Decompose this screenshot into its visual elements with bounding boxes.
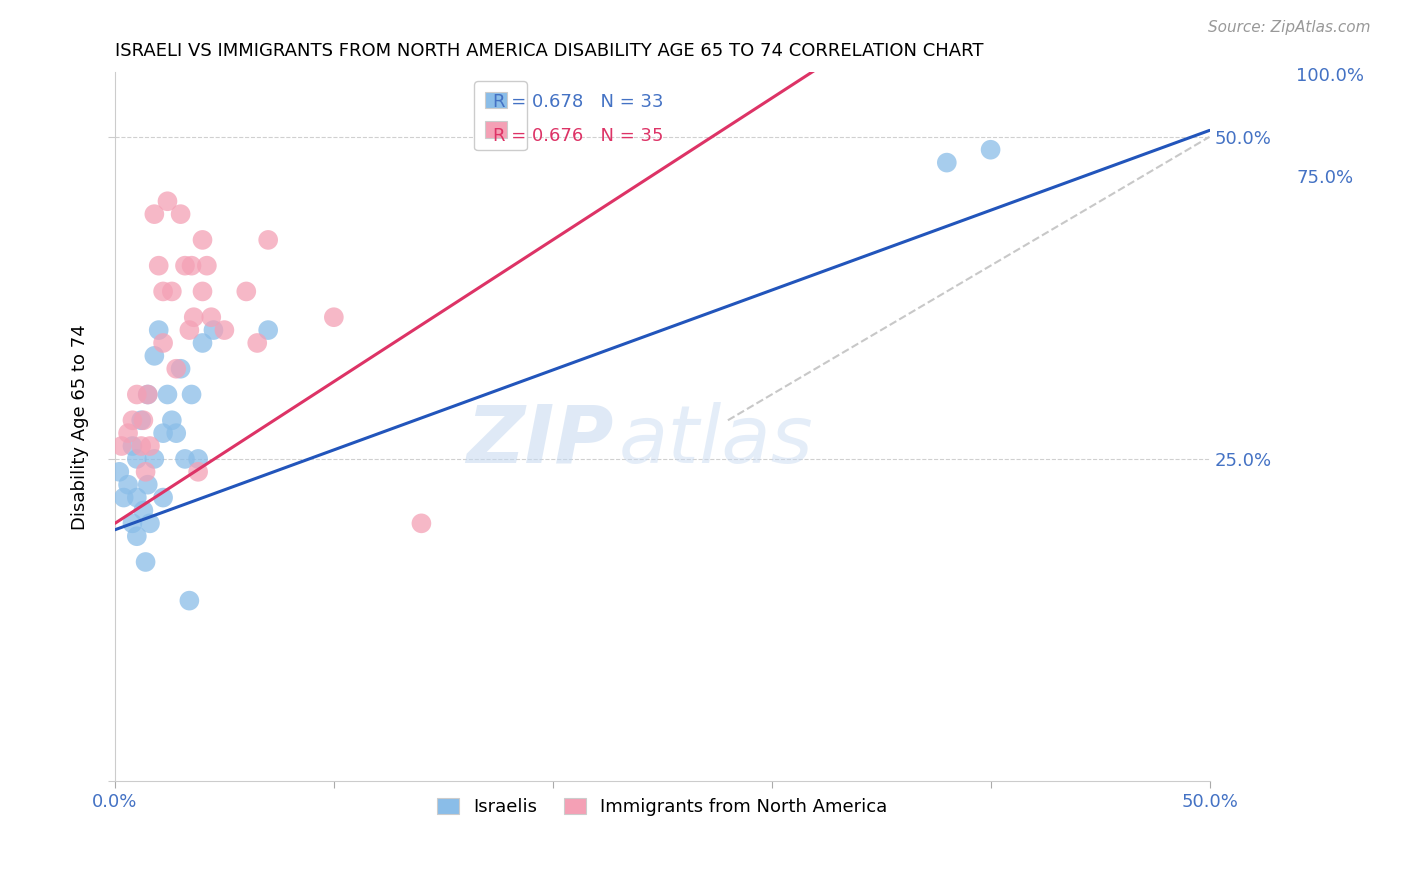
- Point: [132, 413, 155, 427]
- Point: [143, 451, 166, 466]
- Point: [129, 413, 152, 427]
- Point: [183, 310, 205, 325]
- Text: Source: ZipAtlas.com: Source: ZipAtlas.com: [1208, 20, 1371, 35]
- Point: [195, 259, 218, 273]
- Point: [125, 491, 148, 505]
- Point: [180, 387, 202, 401]
- Point: [179, 323, 201, 337]
- Point: [121, 413, 143, 427]
- Point: [121, 439, 143, 453]
- Point: [200, 310, 222, 325]
- Point: [411, 516, 433, 531]
- Point: [112, 491, 135, 505]
- Point: [136, 477, 159, 491]
- Point: [257, 233, 280, 247]
- Point: [761, 27, 783, 41]
- Text: 75.0%: 75.0%: [1296, 169, 1354, 187]
- Point: [143, 207, 166, 221]
- Text: R = 0.678   N = 33: R = 0.678 N = 33: [492, 93, 664, 112]
- Point: [135, 555, 157, 569]
- Text: 100.0%: 100.0%: [1296, 67, 1364, 85]
- Point: [156, 194, 179, 209]
- Point: [136, 387, 159, 401]
- Point: [235, 285, 257, 299]
- Point: [125, 387, 148, 401]
- Point: [136, 387, 159, 401]
- Legend: Israelis, Immigrants from North America: Israelis, Immigrants from North America: [427, 789, 897, 825]
- Point: [132, 503, 155, 517]
- Text: R = 0.676   N = 35: R = 0.676 N = 35: [492, 128, 664, 145]
- Point: [214, 323, 236, 337]
- Point: [117, 426, 139, 441]
- Point: [160, 285, 183, 299]
- Point: [935, 155, 957, 169]
- Point: [110, 439, 132, 453]
- Point: [322, 310, 344, 325]
- Point: [156, 387, 179, 401]
- Point: [180, 259, 202, 273]
- Point: [980, 143, 1002, 157]
- Point: [169, 207, 191, 221]
- Point: [187, 465, 209, 479]
- Point: [191, 233, 214, 247]
- Point: [129, 439, 152, 453]
- Point: [174, 259, 197, 273]
- Point: [152, 285, 174, 299]
- Point: [202, 323, 225, 337]
- Point: [187, 451, 209, 466]
- Point: [174, 451, 197, 466]
- Point: [139, 439, 162, 453]
- Point: [246, 335, 269, 350]
- Point: [125, 451, 148, 466]
- Point: [160, 413, 183, 427]
- Text: ZIP: ZIP: [465, 402, 613, 480]
- Point: [257, 323, 280, 337]
- Text: atlas: atlas: [619, 402, 813, 480]
- Point: [148, 323, 170, 337]
- Point: [152, 335, 174, 350]
- Point: [165, 361, 187, 376]
- Point: [117, 477, 139, 491]
- Point: [165, 426, 187, 441]
- Point: [148, 259, 170, 273]
- Point: [152, 491, 174, 505]
- Point: [139, 516, 162, 531]
- Point: [125, 529, 148, 543]
- Point: [169, 361, 191, 376]
- Point: [121, 516, 143, 531]
- Y-axis label: Disability Age 65 to 74: Disability Age 65 to 74: [72, 324, 89, 530]
- Point: [191, 335, 214, 350]
- Point: [191, 285, 214, 299]
- Text: ISRAELI VS IMMIGRANTS FROM NORTH AMERICA DISABILITY AGE 65 TO 74 CORRELATION CHA: ISRAELI VS IMMIGRANTS FROM NORTH AMERICA…: [115, 42, 983, 60]
- Point: [152, 426, 174, 441]
- Point: [179, 593, 201, 607]
- Point: [108, 465, 131, 479]
- Point: [143, 349, 166, 363]
- Point: [135, 465, 157, 479]
